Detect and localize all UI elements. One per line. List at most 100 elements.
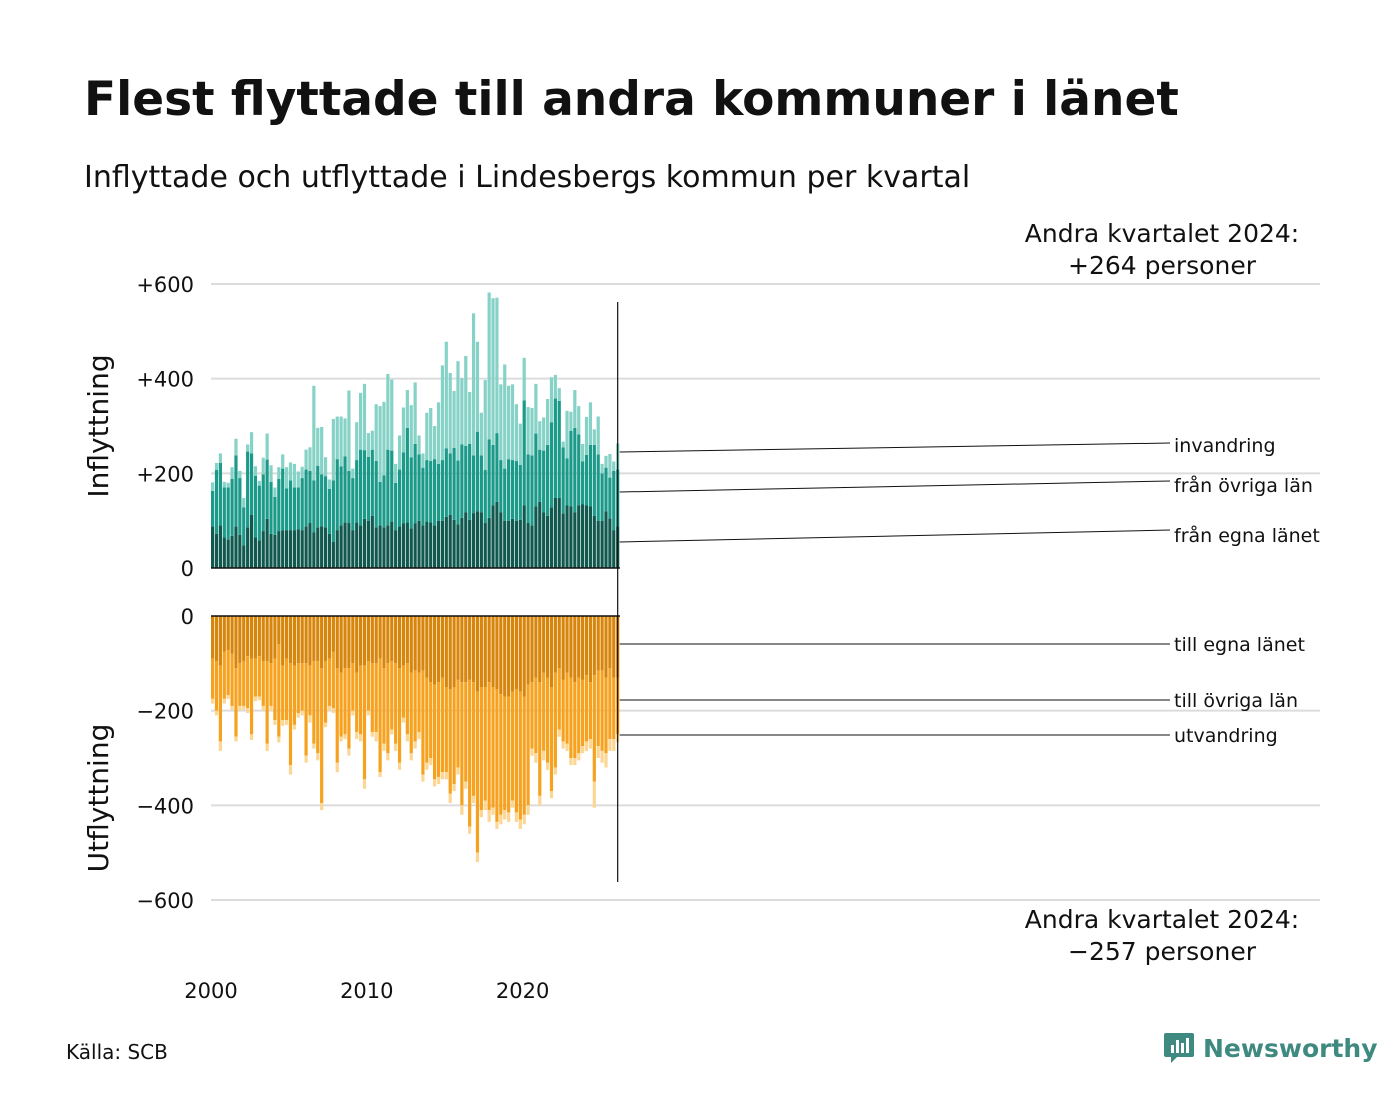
- legend-leader: [619, 529, 1171, 543]
- bar-inflyttning: [331, 418, 335, 481]
- bar-utflyttning: [518, 616, 522, 692]
- bar-inflyttning: [413, 382, 417, 444]
- bar-inflyttning: [218, 525, 222, 568]
- legend-label: invandring: [1174, 435, 1276, 457]
- bar-inflyttning: [343, 456, 347, 523]
- bar-utflyttning: [257, 696, 261, 701]
- bar-inflyttning: [269, 533, 273, 568]
- bar-utflyttning: [277, 644, 281, 737]
- bar-utflyttning: [561, 616, 565, 680]
- bar-inflyttning: [355, 460, 359, 523]
- bar-utflyttning: [253, 696, 258, 702]
- bar-inflyttning: [557, 388, 561, 401]
- bar-utflyttning: [382, 616, 386, 669]
- bar-utflyttning: [507, 812, 511, 822]
- bar-inflyttning: [296, 471, 300, 488]
- bar-utflyttning: [397, 668, 402, 763]
- bar-utflyttning: [487, 616, 491, 683]
- bar-inflyttning: [475, 341, 480, 432]
- bar-inflyttning: [386, 525, 390, 568]
- bar-utflyttning: [331, 708, 335, 714]
- bar-inflyttning: [530, 455, 534, 526]
- bar-utflyttning: [269, 663, 273, 706]
- bar-inflyttning: [409, 528, 413, 568]
- bar-inflyttning: [394, 463, 398, 483]
- bar-inflyttning: [288, 530, 293, 568]
- bar-utflyttning: [553, 616, 557, 673]
- bar-inflyttning: [323, 457, 328, 477]
- bar-utflyttning: [444, 772, 448, 780]
- bar-utflyttning: [604, 616, 608, 678]
- bar-inflyttning: [261, 531, 265, 568]
- bar-utflyttning: [347, 616, 351, 669]
- bar-utflyttning: [401, 717, 406, 723]
- bar-inflyttning: [491, 444, 495, 506]
- bar-inflyttning: [526, 407, 530, 455]
- bar-inflyttning: [557, 497, 561, 568]
- bar-utflyttning: [600, 670, 604, 751]
- bar-inflyttning: [277, 467, 281, 480]
- bar-utflyttning: [214, 660, 219, 711]
- bar-inflyttning: [549, 377, 554, 423]
- bar-utflyttning: [390, 660, 394, 730]
- bar-inflyttning: [507, 520, 511, 568]
- bar-inflyttning: [257, 480, 261, 486]
- bar-utflyttning: [557, 616, 561, 669]
- bar-inflyttning: [370, 449, 374, 516]
- bar-utflyttning: [448, 616, 452, 690]
- bar-utflyttning: [312, 660, 316, 744]
- bar-utflyttning: [588, 739, 593, 749]
- bar-utflyttning: [495, 616, 499, 690]
- bar-inflyttning: [518, 423, 522, 465]
- bar-inflyttning: [292, 530, 296, 568]
- bar-utflyttning: [331, 616, 335, 652]
- bar-utflyttning: [242, 705, 246, 710]
- bar-inflyttning: [288, 480, 293, 531]
- bar-utflyttning: [448, 689, 452, 794]
- legend-leader: [619, 442, 1171, 453]
- bar-utflyttning: [304, 616, 308, 664]
- bar-inflyttning: [444, 516, 448, 568]
- bar-utflyttning: [565, 616, 569, 673]
- bar-utflyttning: [499, 616, 503, 695]
- bar-inflyttning: [440, 365, 445, 461]
- bar-inflyttning: [553, 374, 557, 399]
- bar-utflyttning: [452, 687, 456, 785]
- bar-utflyttning: [370, 731, 374, 737]
- bar-inflyttning: [569, 430, 573, 507]
- legend-label: till övriga län: [1174, 690, 1298, 712]
- bar-inflyttning: [339, 525, 343, 568]
- bar-inflyttning: [386, 373, 390, 450]
- bar-inflyttning: [222, 487, 226, 538]
- bar-inflyttning: [417, 435, 421, 455]
- bar-utflyttning: [281, 616, 285, 666]
- bar-inflyttning: [281, 468, 285, 531]
- bar-inflyttning: [491, 298, 495, 445]
- bar-utflyttning: [312, 616, 316, 661]
- bar-utflyttning: [510, 800, 515, 808]
- bar-utflyttning: [534, 616, 538, 678]
- bar-inflyttning: [530, 525, 534, 568]
- bar-utflyttning: [440, 677, 445, 773]
- bar-inflyttning: [444, 448, 448, 517]
- bar-utflyttning: [296, 616, 300, 664]
- bar-inflyttning: [246, 451, 250, 528]
- bar-utflyttning: [382, 668, 386, 744]
- bar-inflyttning: [475, 511, 480, 568]
- bar-inflyttning: [331, 480, 335, 542]
- bar-utflyttning: [362, 665, 367, 780]
- bar-inflyttning: [565, 458, 569, 506]
- bar-utflyttning: [600, 750, 604, 763]
- bar-utflyttning: [409, 616, 413, 673]
- bar-utflyttning: [526, 684, 530, 806]
- bar-utflyttning: [288, 765, 293, 775]
- bar-inflyttning: [300, 478, 304, 531]
- bar-inflyttning: [425, 460, 429, 522]
- bar-inflyttning: [300, 530, 304, 568]
- bar-inflyttning: [499, 460, 503, 513]
- bar-utflyttning: [390, 616, 394, 661]
- bar-utflyttning: [471, 795, 476, 803]
- bar-utflyttning: [230, 653, 234, 706]
- bar-inflyttning: [510, 384, 515, 461]
